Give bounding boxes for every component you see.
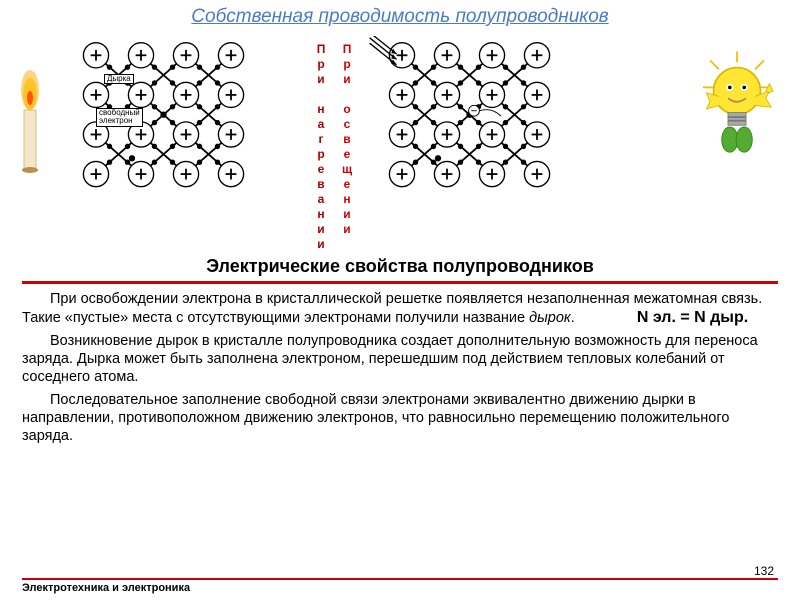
vlabel-heating: При нагревании — [306, 36, 328, 252]
paragraph-1: При освобождении электрона в кристалличе… — [22, 290, 778, 328]
footer-divider — [22, 578, 778, 580]
formula: N эл. = N дыр. — [609, 308, 748, 328]
page-title: Собственная проводимость полупроводников — [0, 0, 800, 28]
lightbulb-icon — [692, 46, 782, 168]
footer-text: Электротехника и электроника — [22, 582, 190, 594]
lattice-left: Дырка свободный электрон — [52, 36, 302, 216]
subheading: Электрические свойства полупроводников — [22, 256, 778, 277]
annot-free-electron: свободный электрон — [96, 108, 143, 127]
page-number: 132 — [754, 564, 774, 578]
text-section: Электрические свойства полупроводников П… — [0, 256, 800, 445]
red-divider — [22, 281, 778, 284]
diagrams-row: Дырка свободный электрон При нагревании … — [0, 28, 800, 252]
vlabel-light: При освещении — [332, 36, 354, 237]
annot-hole: Дырка — [104, 74, 134, 84]
candle-icon — [12, 66, 48, 186]
paragraph-3: Последовательное заполнение свободной св… — [22, 391, 778, 445]
para1-em: дырок — [529, 310, 571, 326]
paragraph-2: Возникновение дырок в кристалле полупров… — [22, 332, 778, 386]
para1-b: . — [571, 310, 575, 326]
lattice-right — [358, 36, 608, 216]
